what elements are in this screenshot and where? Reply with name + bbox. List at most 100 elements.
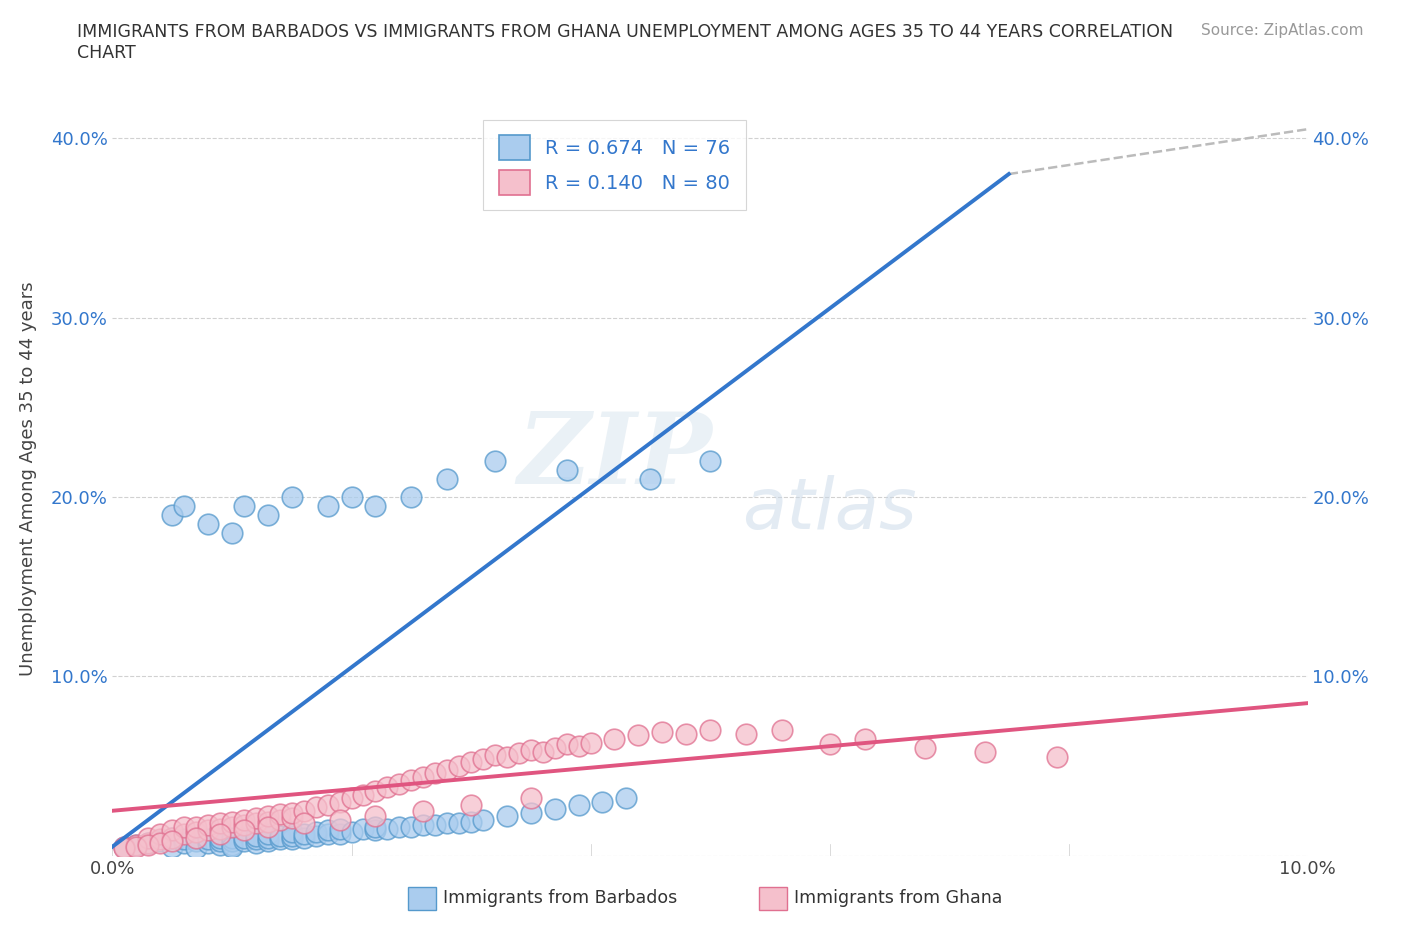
Point	[460, 798, 482, 813]
Point	[209, 827, 232, 842]
Point	[257, 827, 280, 842]
Point	[555, 737, 578, 751]
Text: Immigrants from Ghana: Immigrants from Ghana	[794, 889, 1002, 908]
Point	[186, 834, 208, 849]
Point	[162, 823, 183, 838]
Point	[269, 812, 291, 827]
Point	[245, 816, 267, 830]
Point	[125, 837, 148, 852]
Point	[221, 839, 243, 854]
Point	[162, 508, 183, 523]
Point	[472, 751, 495, 766]
Point	[257, 814, 280, 829]
Point	[257, 834, 280, 849]
Point	[651, 724, 673, 739]
Point	[699, 454, 721, 469]
Point	[173, 827, 195, 842]
Point	[173, 836, 195, 851]
Point	[449, 816, 471, 830]
Point	[209, 837, 232, 852]
Point	[149, 832, 172, 847]
Point	[257, 809, 280, 824]
Point	[305, 825, 328, 840]
Point	[377, 821, 399, 836]
Point	[508, 746, 530, 761]
Point	[675, 726, 697, 741]
Point	[162, 839, 183, 854]
Point	[138, 837, 160, 852]
Text: Source: ZipAtlas.com: Source: ZipAtlas.com	[1201, 23, 1364, 38]
Point	[1046, 750, 1069, 764]
Point	[233, 830, 256, 845]
Point	[149, 834, 172, 849]
Point	[257, 508, 280, 523]
Point	[401, 773, 423, 788]
Point	[329, 794, 352, 809]
Point	[449, 759, 471, 774]
Point	[340, 489, 363, 504]
Point	[257, 830, 280, 845]
Point	[292, 816, 315, 830]
Point	[149, 836, 172, 851]
Point	[149, 827, 172, 842]
Point	[340, 790, 363, 805]
Point	[329, 812, 352, 827]
Point	[269, 807, 291, 822]
Point	[209, 816, 232, 830]
Point	[699, 723, 721, 737]
Point	[555, 462, 578, 477]
Point	[245, 811, 267, 826]
Point	[412, 804, 434, 818]
Point	[388, 777, 411, 791]
Point	[257, 819, 280, 834]
Point	[197, 832, 219, 847]
Point	[138, 830, 160, 845]
Point	[173, 819, 195, 834]
Point	[162, 830, 183, 845]
Point	[340, 825, 363, 840]
Point	[436, 472, 458, 486]
Point	[197, 516, 219, 531]
Point	[221, 819, 243, 834]
Point	[138, 836, 160, 851]
Point	[568, 738, 591, 753]
Point	[186, 830, 208, 845]
Point	[364, 498, 387, 513]
Point	[221, 837, 243, 852]
Point	[233, 823, 256, 838]
Point	[138, 836, 160, 851]
Point	[197, 836, 219, 851]
Point	[627, 728, 650, 743]
Point	[579, 736, 602, 751]
Point	[640, 472, 662, 486]
Point	[436, 762, 458, 777]
Point	[292, 827, 315, 842]
Point	[436, 816, 458, 830]
Point	[245, 832, 267, 847]
Point	[233, 498, 256, 513]
Point	[269, 829, 291, 844]
Point	[472, 812, 495, 827]
Point	[173, 498, 195, 513]
Point	[364, 784, 387, 799]
Point	[209, 834, 232, 849]
Point	[114, 841, 135, 856]
Point	[460, 814, 482, 829]
Text: atlas: atlas	[742, 474, 917, 543]
Point	[281, 805, 304, 820]
Point	[245, 829, 267, 844]
Point	[329, 821, 352, 836]
Point	[221, 834, 243, 849]
Point	[281, 832, 304, 847]
Point	[316, 823, 339, 838]
Point	[914, 740, 936, 755]
Point	[186, 830, 208, 845]
Point	[484, 748, 506, 763]
Point	[496, 809, 519, 824]
Point	[221, 830, 243, 845]
Point	[316, 827, 339, 842]
Point	[114, 839, 135, 854]
Point	[186, 825, 208, 840]
Point	[197, 817, 219, 832]
Point	[855, 732, 877, 747]
